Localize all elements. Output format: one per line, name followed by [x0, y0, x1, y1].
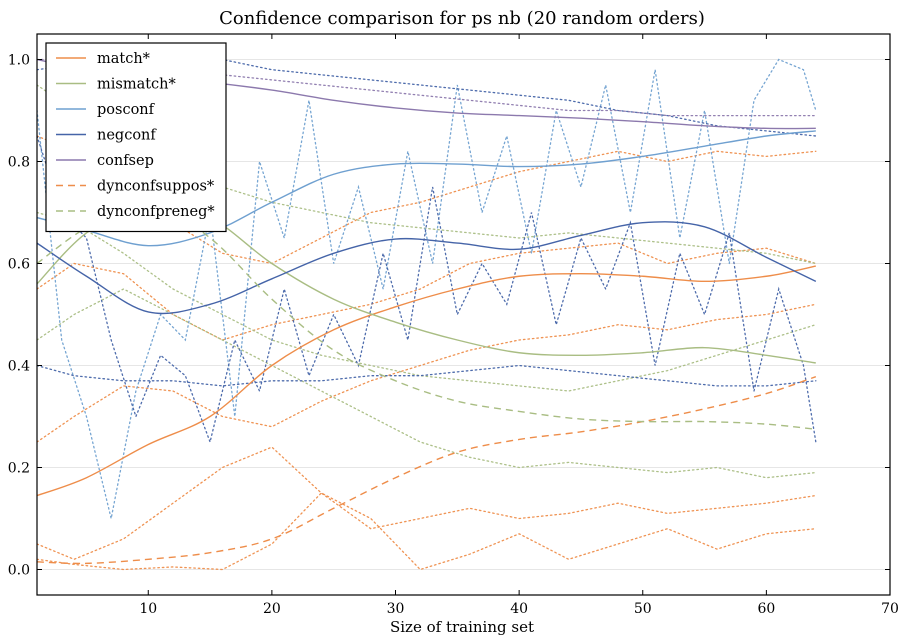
series-line-posconf	[37, 130, 816, 247]
dotted-run-line	[37, 242, 817, 341]
series-line-negconf	[37, 221, 817, 315]
y-tick-label: 0.2	[8, 461, 30, 477]
dotted-run-line	[37, 135, 817, 445]
legend-label: confsep	[97, 153, 154, 169]
x-tick-label: 60	[757, 601, 775, 617]
x-axis-label: Size of training set	[390, 618, 534, 636]
y-tick-label: 1.0	[8, 53, 30, 69]
x-tick-label: 30	[387, 601, 405, 617]
dotted-run-line	[37, 303, 817, 443]
legend-label: negconf	[97, 128, 157, 144]
dotted-run-line	[37, 364, 817, 387]
dotted-run-line	[37, 135, 817, 265]
chart-title: Confidence comparison for ps nb (20 rand…	[219, 8, 705, 29]
series-line-dynconfpreneg	[37, 201, 816, 430]
x-tick-label: 70	[881, 601, 899, 617]
y-tick-label: 0.4	[8, 359, 30, 375]
dotted-run-line	[37, 84, 817, 265]
dotted-run-line	[37, 446, 817, 561]
y-tick-label: 0.0	[8, 563, 30, 579]
series-line-match	[37, 265, 816, 497]
x-tick-label: 50	[634, 601, 652, 617]
series-line-dynconfsuppos	[37, 376, 817, 565]
x-tick-label: 40	[510, 601, 528, 617]
y-tick-label: 0.6	[8, 257, 30, 273]
dotted-run-line	[37, 58, 817, 519]
legend-label: dynconfpreneg*	[97, 204, 215, 220]
plot-frame	[36, 33, 891, 596]
legend-label: mismatch*	[97, 77, 177, 93]
x-tick-label: 20	[263, 601, 281, 617]
dotted-run-line	[37, 211, 817, 392]
legend-box	[45, 42, 227, 233]
legend-label: posconf	[97, 102, 156, 118]
dotted-run-line	[37, 492, 817, 571]
legend: match* mismatch* posconf negconf confsep dync…	[45, 42, 227, 233]
dotted-run-line	[37, 288, 817, 479]
dotted-run-line	[37, 58, 817, 117]
legend-label: match*	[97, 51, 151, 67]
legend-label: dynconfsuppos*	[97, 179, 215, 195]
x-tick-label: 10	[139, 601, 157, 617]
y-tick-label: 0.8	[8, 155, 30, 171]
